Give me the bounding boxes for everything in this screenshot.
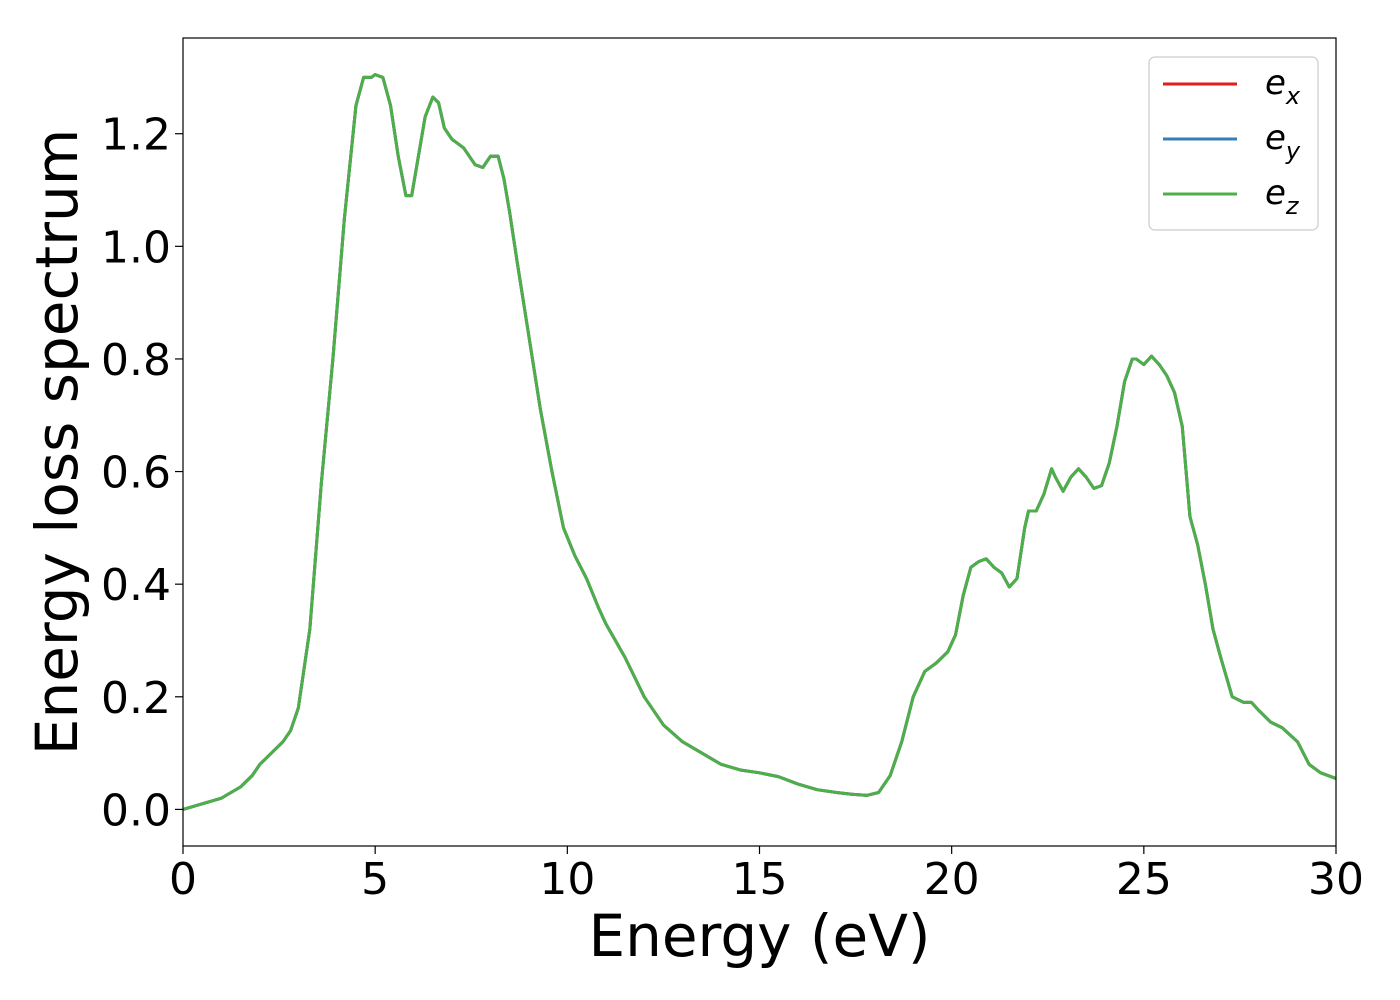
legend-label-e-z: ez <box>1265 173 1300 220</box>
x-tick-label: 30 <box>1308 854 1364 905</box>
y-tick-label: 0.2 <box>101 673 171 724</box>
x-axis-label: Energy (eV) <box>588 902 930 970</box>
y-tick-label: 0.6 <box>101 448 171 499</box>
y-axis-label: Energy loss spectrum <box>23 129 91 755</box>
legend-label-e-x: ex <box>1265 63 1301 110</box>
y-tick-label: 1.2 <box>101 110 171 161</box>
legend-label-e-y: ey <box>1265 118 1301 165</box>
y-tick-label: 0.8 <box>101 335 171 386</box>
x-tick-label: 5 <box>361 854 389 905</box>
x-tick-label: 25 <box>1116 854 1172 905</box>
legend-box <box>1148 56 1319 231</box>
y-tick-label: 0.0 <box>101 785 171 836</box>
x-tick-label: 20 <box>924 854 980 905</box>
axes-frame <box>182 37 1337 847</box>
x-tick-label: 0 <box>169 854 197 905</box>
legend: ex ey ez <box>1148 56 1319 231</box>
tick-layer: 0 5 10 15 20 25 30 0.0 0.2 0.4 0.6 0.8 1.0 1.2 <box>101 110 1364 905</box>
y-tick-label: 0.4 <box>101 560 171 611</box>
x-tick-label: 15 <box>732 854 788 905</box>
y-tick-label: 1.0 <box>101 222 171 273</box>
plot-area <box>183 73 1336 811</box>
x-tick-label: 10 <box>539 854 595 905</box>
series-line-e-z <box>183 73 1336 811</box>
